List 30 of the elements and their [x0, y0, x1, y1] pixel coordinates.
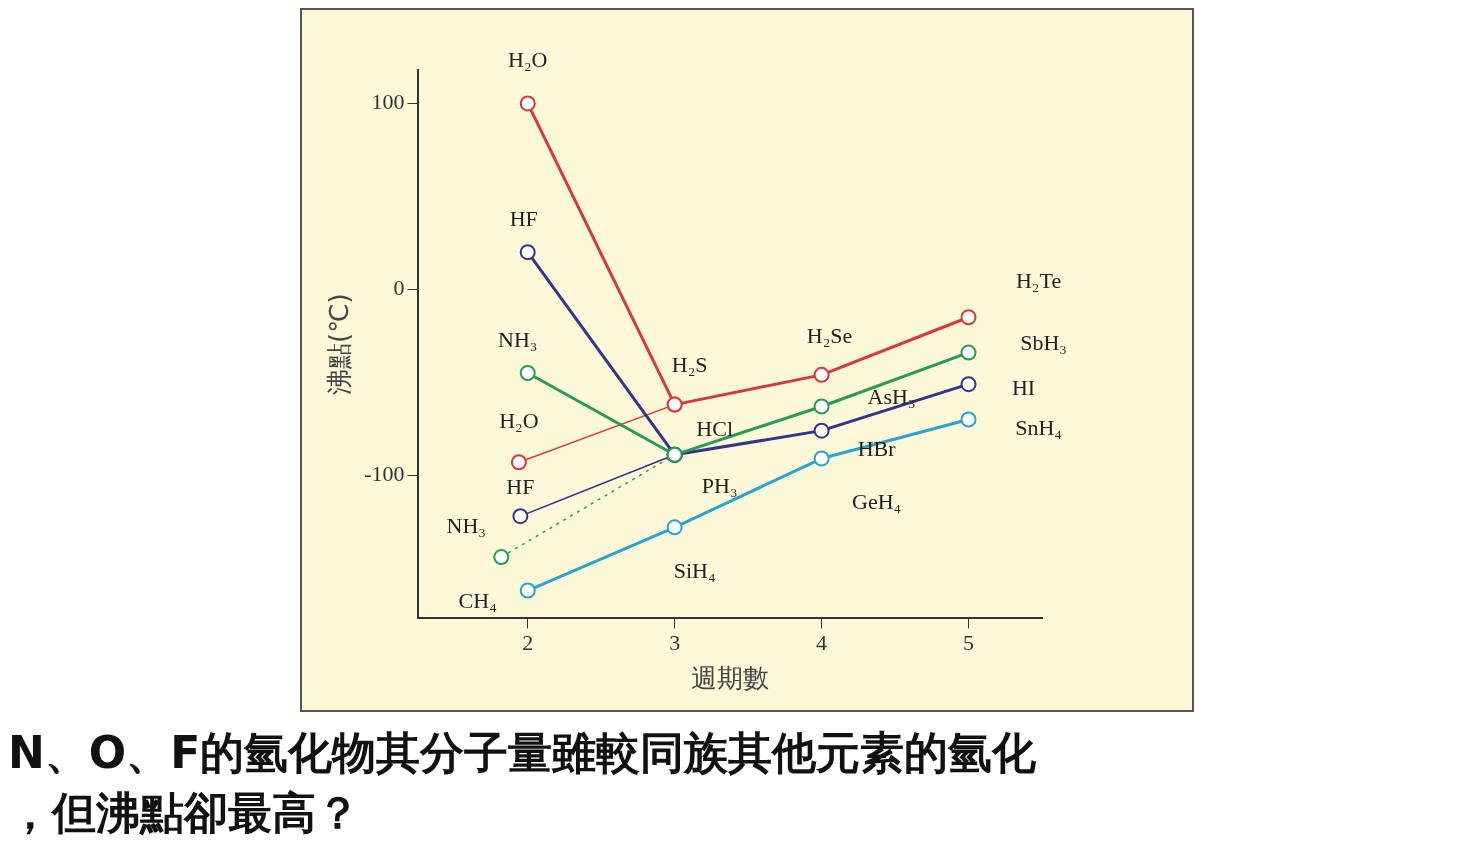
- annotation: NH₃: [498, 326, 538, 352]
- annotation: HF: [509, 205, 538, 231]
- annotation: NH₃: [446, 512, 487, 538]
- annotation: HI: [1011, 374, 1036, 400]
- annotation: HF: [506, 473, 535, 499]
- x-tick-label: 3: [669, 630, 681, 656]
- y-axis-title: 沸點(℃): [324, 293, 355, 395]
- annotation: GeH₄: [851, 489, 902, 515]
- y-tick-label: 100: [371, 89, 405, 115]
- annotation: H₂S: [671, 352, 708, 378]
- annotation: H₂Se: [806, 322, 853, 348]
- annotation: SnH₄: [1015, 415, 1062, 441]
- annotation: SiH₄: [673, 558, 716, 584]
- text: ，但沸點卻最高？: [8, 786, 361, 840]
- x-tick-label: 5: [963, 630, 975, 656]
- y-tick-label: 0: [393, 275, 405, 301]
- x-tick-label: 2: [522, 630, 534, 656]
- text: N、O、F的氫化物其分子量雖較同族其他元素的氫化: [8, 726, 1038, 780]
- annotation: HBr: [857, 436, 897, 462]
- annotation: CH₄: [458, 588, 497, 614]
- annotation: PH₃: [701, 472, 738, 498]
- x-tick-label: 4: [816, 630, 828, 656]
- annotation: H₂O: [499, 408, 539, 434]
- annotation: HCl: [696, 415, 734, 441]
- annotation: AsH₃: [867, 384, 916, 410]
- annotation: H₂Te: [1015, 268, 1062, 294]
- annotation: H₂O: [508, 47, 548, 73]
- annotation: SbH₃: [1020, 330, 1067, 356]
- x-axis-title: 週期數: [690, 663, 769, 694]
- y-tick-label: -100: [364, 461, 405, 487]
